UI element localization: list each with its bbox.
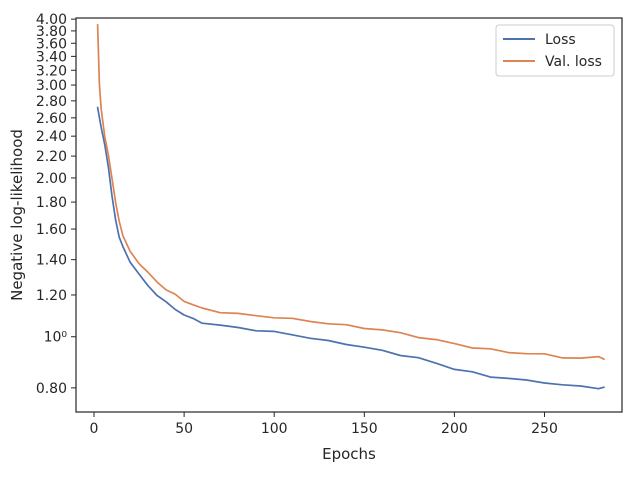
y-tick-label: 2.20 — [36, 149, 67, 165]
y-tick-label: 3.00 — [36, 78, 67, 94]
x-tick-label: 0 — [90, 421, 99, 437]
series-line-loss — [96, 106, 605, 390]
legend-box — [495, 24, 615, 77]
y-tick-label: 3.80 — [36, 24, 67, 40]
y-tick-label: 10⁰ — [44, 330, 68, 346]
legend-label-val-loss: Val. loss — [545, 54, 602, 70]
y-tick-label: 1.20 — [36, 288, 67, 304]
y-tick-label: 1.80 — [36, 195, 67, 211]
y-tick-label: 2.40 — [36, 129, 67, 145]
series-layer — [96, 23, 605, 390]
x-tick-label: 150 — [351, 421, 378, 437]
x-tick-label: 100 — [261, 421, 288, 437]
y-tick-label: 3.40 — [36, 49, 67, 65]
y-tick-label: 4.00 — [36, 12, 67, 28]
y-tick-label: 2.60 — [36, 111, 67, 127]
x-tick-label: 200 — [441, 421, 468, 437]
y-tick-label: 3.20 — [36, 63, 67, 79]
x-axis-ticks: 0 50 100 150 200 250 — [90, 412, 558, 437]
y-tick-label: 1.60 — [36, 222, 67, 238]
y-tick-label: 2.00 — [36, 171, 67, 187]
y-tick-label: 1.40 — [36, 253, 67, 269]
x-tick-label: 50 — [175, 421, 193, 437]
x-axis-label: Epochs — [322, 445, 376, 463]
legend: Loss Val. loss — [495, 24, 615, 77]
series-line-val-loss — [96, 23, 605, 361]
y-tick-label: 2.80 — [36, 94, 67, 110]
y-tick-label: 0.80 — [36, 381, 67, 397]
x-tick-label: 250 — [531, 421, 558, 437]
legend-label-loss: Loss — [545, 32, 576, 48]
y-axis-ticks: 0.80 10⁰ 1.20 1.40 1.60 1.80 2.00 2.20 2.40 2.602… — [36, 12, 76, 397]
y-axis-label: Negative log-likelihood — [8, 129, 26, 301]
plot-area — [75, 17, 623, 413]
y-tick-label: 3.60 — [36, 36, 67, 52]
